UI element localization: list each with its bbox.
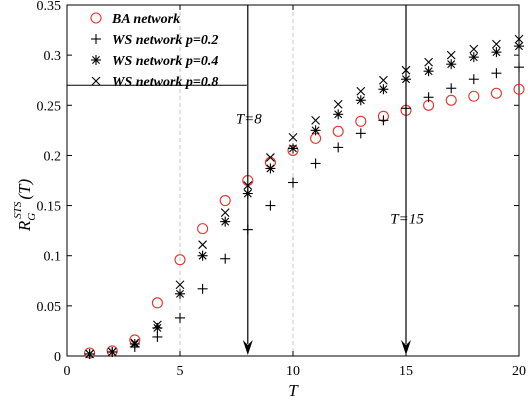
data-marks	[84, 34, 525, 359]
point-cross-3	[130, 338, 140, 348]
point-circle-19	[490, 87, 502, 99]
point-circle-17	[445, 94, 457, 106]
y-tick-label: 0.2	[44, 149, 62, 164]
point-cross-14	[379, 75, 388, 85]
y-tick-label: 0.15	[37, 200, 62, 215]
point-asterisk-14	[378, 84, 389, 95]
point-asterisk-5	[175, 288, 185, 299]
point-cross-2	[107, 347, 117, 357]
y-tick-label: 0.3	[44, 49, 62, 64]
point-plus-13	[355, 128, 366, 139]
legend-label-3: WS network p=0.8	[112, 75, 218, 90]
legend-marker-0	[90, 12, 102, 24]
x-tick-label: 20	[512, 364, 526, 379]
point-cross-5	[175, 280, 185, 290]
point-cross-12	[333, 99, 343, 109]
point-circle-6	[197, 223, 209, 235]
point-cross-9	[266, 153, 275, 162]
point-asterisk-7	[220, 216, 231, 227]
legend-marker-1	[91, 34, 101, 44]
point-cross-11	[311, 115, 320, 125]
x-axis-label: T	[288, 381, 299, 400]
x-tick-label: 5	[177, 364, 184, 379]
point-circle-4	[151, 297, 163, 309]
point-asterisk-11	[310, 125, 321, 136]
legend-entry-2: WS network p=0.4	[91, 54, 218, 69]
point-plus-19	[491, 68, 502, 79]
annotations: T=8 T=15	[236, 111, 424, 227]
x-tick-label: 10	[286, 364, 300, 379]
point-plus-14	[378, 115, 389, 126]
legend-marker-3	[91, 76, 101, 86]
point-plus-17	[446, 83, 457, 94]
point-cross-16	[424, 57, 433, 67]
y-tick-label: 0.35	[37, 0, 62, 14]
point-circle-12	[332, 125, 344, 137]
point-cross-20	[514, 34, 524, 44]
point-cross-17	[446, 50, 456, 60]
point-asterisk-18	[468, 52, 479, 63]
legend-entry-3: WS network p=0.8	[91, 75, 218, 90]
point-asterisk-10	[288, 143, 298, 154]
annotation-label-0: T=8	[236, 111, 262, 127]
annotation-label-1: T=15	[390, 212, 424, 228]
y-tick-label: 0.05	[37, 300, 62, 315]
point-circle-13	[355, 115, 367, 127]
point-cross-6	[198, 240, 207, 250]
x-tick-label: 15	[399, 364, 413, 379]
y-axis-label: RGSTS(T)	[12, 179, 38, 233]
legend-entry-0: BA network	[90, 12, 180, 27]
point-plus-5	[175, 312, 185, 323]
point-asterisk-6	[197, 250, 208, 261]
point-plus-6	[197, 283, 208, 294]
point-plus-18	[468, 74, 479, 85]
y-axis-label-main: R	[15, 220, 34, 232]
legend-marker-2	[91, 55, 101, 65]
point-cross-13	[356, 86, 366, 96]
annotation-arrows	[242, 5, 411, 355]
point-asterisk-13	[355, 95, 366, 106]
y-tick-label: 0.1	[44, 250, 62, 265]
point-cross-19	[492, 39, 501, 49]
point-circle-18	[468, 90, 480, 102]
y-axis-label-arg: (T)	[15, 179, 34, 200]
arrow-head-1	[401, 340, 411, 355]
point-plus-7	[220, 253, 231, 264]
point-asterisk-12	[333, 109, 344, 120]
legend-label-1: WS network p=0.2	[112, 33, 218, 48]
y-axis-label-sup: STS	[12, 201, 24, 219]
point-cross-10	[288, 132, 298, 142]
point-plus-11	[310, 158, 321, 169]
point-plus-9	[265, 200, 276, 211]
legend: BA network WS network p=0.2 WS network p=0…	[90, 12, 218, 90]
point-plus-10	[288, 177, 298, 188]
point-plus-4	[152, 331, 163, 342]
y-axis-label-sub: G	[26, 213, 38, 221]
point-cross-18	[469, 44, 479, 54]
point-asterisk-19	[491, 47, 502, 58]
point-asterisk-17	[446, 59, 457, 70]
point-asterisk-3	[129, 338, 140, 349]
svg-text:RGSTS(T): RGSTS(T)	[12, 179, 38, 233]
point-circle-5	[174, 254, 186, 266]
legend-label-2: WS network p=0.4	[112, 54, 218, 69]
point-asterisk-9	[265, 163, 276, 174]
legend-entry-1: WS network p=0.2	[91, 33, 218, 48]
point-plus-20	[514, 62, 524, 73]
x-tick-label: 0	[64, 364, 71, 379]
point-plus-12	[333, 142, 344, 153]
y-tick-label: 0	[54, 350, 61, 365]
point-asterisk-16	[423, 66, 434, 77]
point-cross-1	[85, 349, 94, 359]
legend-label-0: BA network	[111, 12, 180, 27]
arrow-head-0	[242, 340, 253, 355]
y-tick-label: 0.25	[37, 99, 62, 114]
point-asterisk-20	[514, 41, 524, 52]
point-circle-7	[219, 195, 231, 207]
point-circle-20	[513, 83, 525, 95]
point-cross-4	[153, 320, 162, 330]
point-plus-16	[423, 92, 434, 103]
point-cross-7	[220, 208, 230, 217]
